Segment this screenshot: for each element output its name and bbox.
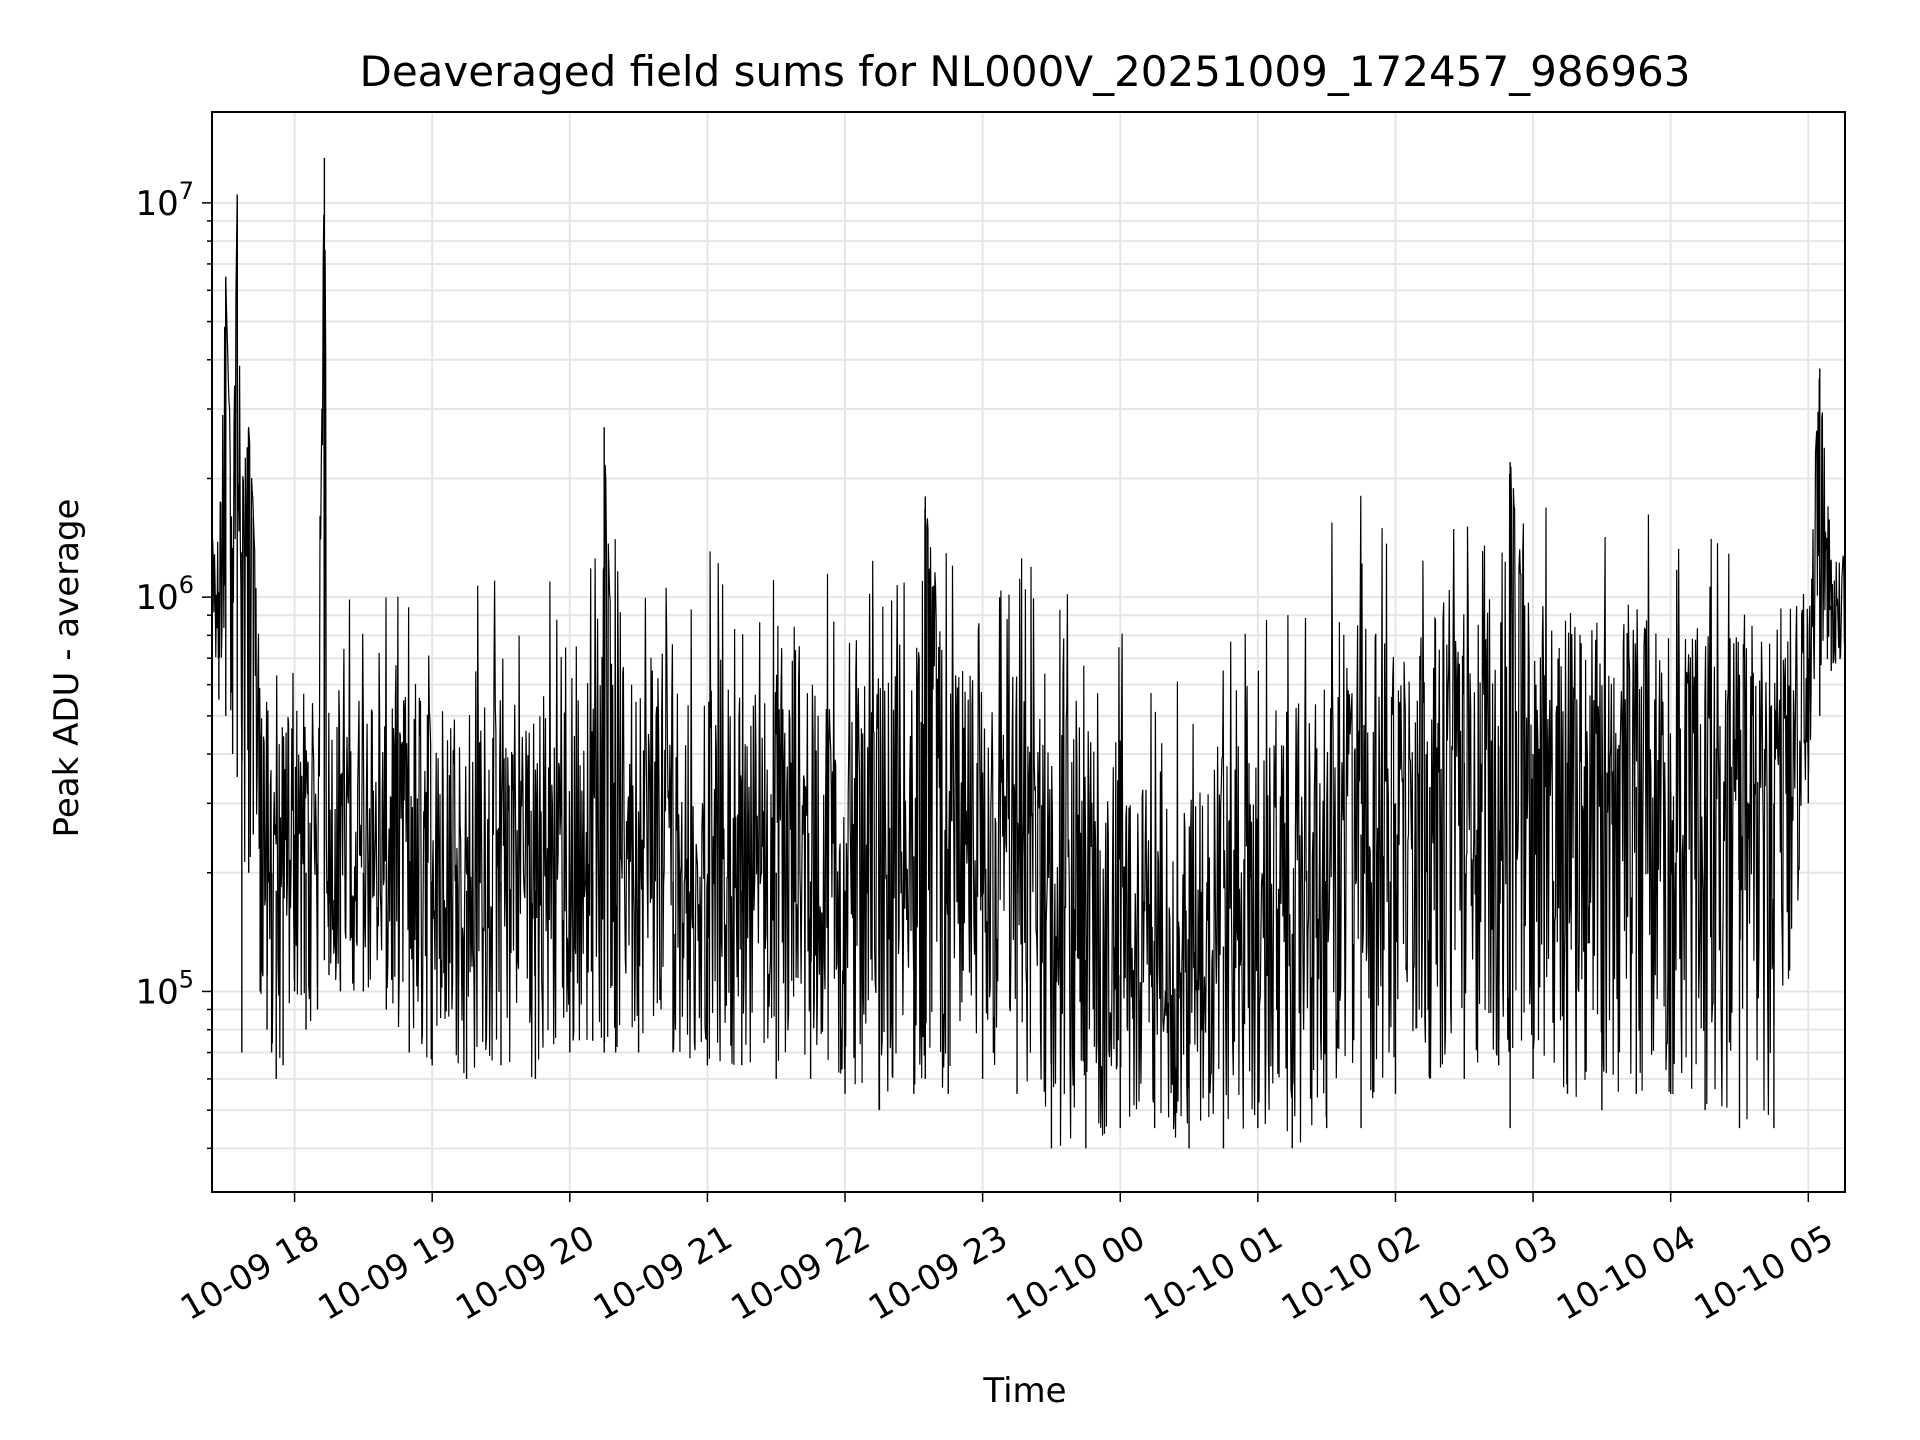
- plot-frame: [211, 111, 1846, 1193]
- y-tick-label: 105: [135, 965, 194, 1012]
- x-axis-label: Time: [982, 1371, 1066, 1411]
- y-tick-exponent: 6: [179, 571, 194, 599]
- y-tick-base: 10: [135, 578, 178, 618]
- y-tick-exponent: 5: [179, 965, 194, 993]
- y-tick-label: 107: [135, 177, 194, 224]
- y-tick-base: 10: [135, 184, 178, 224]
- y-tick-base: 10: [135, 972, 178, 1012]
- y-tick-exponent: 7: [179, 177, 194, 205]
- y-tick-label: 106: [135, 571, 194, 618]
- y-axis-label: Peak ADU - average: [47, 499, 87, 838]
- chart-title: Deaveraged field sums for NL000V_2025100…: [360, 47, 1691, 96]
- series-layer: [211, 157, 1846, 1149]
- series-line: [211, 201, 1846, 1146]
